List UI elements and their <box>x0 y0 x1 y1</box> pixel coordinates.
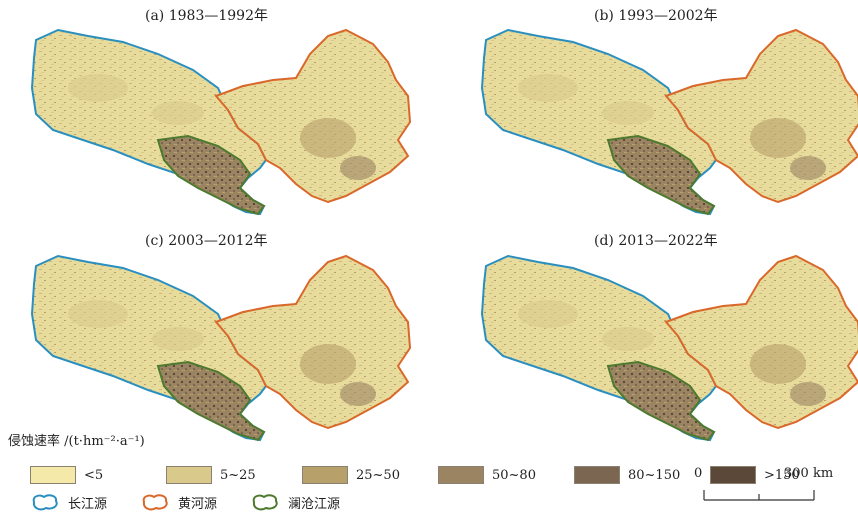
legend-label-50-80: 50~80 <box>492 467 536 483</box>
legend-region-huanghe: 黄河源 <box>140 492 217 512</box>
panel-title-a: (a) 1983—1992年 <box>145 8 268 24</box>
panel-title-b: (b) 1993—2002年 <box>594 8 718 24</box>
lancangjiang-outline-icon <box>252 494 278 511</box>
map-c <box>31 255 411 441</box>
legend-label-lt5: <5 <box>84 467 104 483</box>
legend-swatch-5-25 <box>166 466 212 484</box>
map-b <box>481 29 858 215</box>
legend-label-gt150: >150 <box>764 467 800 483</box>
legend-region-lancangjiang: 澜沧江源 <box>250 492 340 512</box>
legend-region-label-changjiang: 长江源 <box>68 496 108 512</box>
scale-end-label: 300 km <box>784 466 834 481</box>
panel-title-d: (d) 2013—2022年 <box>594 233 718 249</box>
legend-swatch-25-50 <box>302 466 348 484</box>
legend-classes: <5 5~25 25~50 50~80 80~150 >150 <box>30 466 800 484</box>
legend-region-label-huanghe: 黄河源 <box>178 496 218 512</box>
changjiang-outline-icon <box>32 494 58 511</box>
panel-title-c: (c) 2003—2012年 <box>145 233 268 249</box>
legend-swatch-50-80 <box>438 466 484 484</box>
map-a <box>31 29 411 215</box>
legend-swatch-lt5 <box>30 466 76 484</box>
legend-region-label-lancangjiang: 澜沧江源 <box>288 496 341 512</box>
legend-region-changjiang: 长江源 <box>30 492 107 512</box>
legend-swatch-80-150 <box>574 466 620 484</box>
scale-start-label: 0 <box>694 466 703 481</box>
legend-title: 侵蚀速率 /(t·hm⁻²·a⁻¹) <box>8 434 145 449</box>
legend-swatch-gt150 <box>710 466 756 484</box>
legend-label-25-50: 25~50 <box>356 467 400 483</box>
map-d <box>481 255 858 441</box>
legend-label-80-150: 80~150 <box>628 467 681 483</box>
legend-label-5-25: 5~25 <box>220 467 256 483</box>
huanghe-outline-icon <box>142 494 168 511</box>
